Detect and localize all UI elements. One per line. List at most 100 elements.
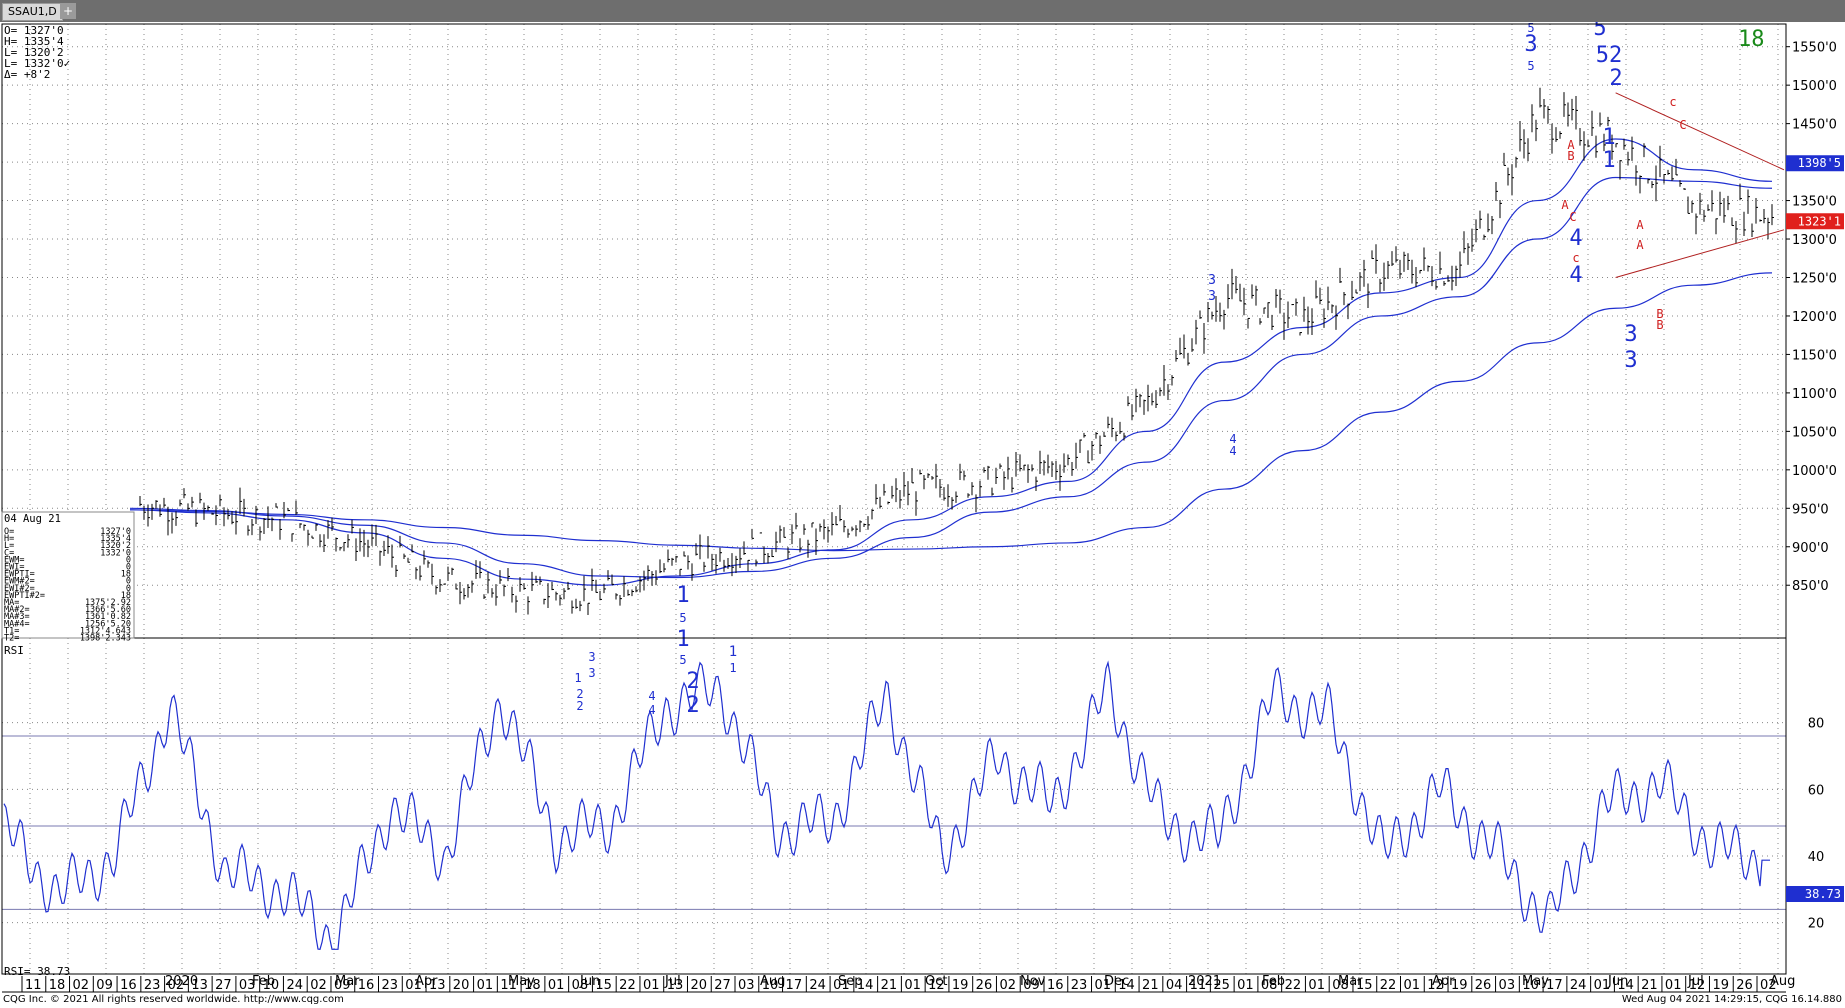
rsi-value-badge [1786, 886, 1844, 902]
moving-average-3 [129, 272, 1773, 552]
price-axis-label: 1050'0 [1792, 425, 1837, 440]
time-axis-day-label: 19 [1451, 978, 1468, 993]
price-badge-text: 1323'1 [1798, 214, 1841, 228]
time-axis-day-label: 20 [690, 978, 707, 993]
moving-average-1 [129, 138, 1773, 586]
time-axis-day-label: 09 [334, 978, 351, 993]
time-axis-month-label: Feb [1262, 974, 1285, 989]
time-axis-day-label: 08 [1332, 978, 1349, 993]
time-axis-day-label: 15 [1356, 978, 1373, 993]
wave-label: 1 [676, 627, 689, 652]
time-axis-day-label: 18 [49, 978, 66, 993]
time-axis-day-label: 01 [643, 978, 660, 993]
data-box-label: MA#3= [4, 612, 30, 622]
time-axis-month-label: 2020 [165, 974, 198, 989]
rsi-value-badge-text: 38.73 [1805, 887, 1841, 901]
time-axis-day-label: 03 [738, 978, 755, 993]
wave-label: 4 [648, 689, 655, 703]
data-box-label: MA#4= [4, 619, 30, 629]
time-axis-day-label: 23 [144, 978, 161, 993]
time-axis-day-label: 01 [405, 978, 422, 993]
time-axis-day-label: 03 [239, 978, 256, 993]
wave-label: 4 [1229, 432, 1236, 446]
data-box-label: EWM#2= [4, 577, 35, 587]
time-axis-month-label: Apr [415, 974, 438, 989]
time-axis-month-label: Jul [1687, 974, 1704, 989]
wave-label: 1 [729, 661, 736, 675]
time-axis-day-label: 08 [572, 978, 589, 993]
time-axis-day-label: 12 [928, 978, 945, 993]
wave-label: A [1636, 218, 1644, 232]
data-box-value: 1256'5.20 [85, 619, 131, 629]
time-axis-day-label: 16 [120, 978, 137, 993]
time-axis-day-label: 03 [1499, 978, 1516, 993]
price-badge-text: 1398'5 [1798, 156, 1841, 170]
quote-line: Δ= +8'2 [4, 68, 50, 81]
time-axis-day-label: 02 [999, 978, 1016, 993]
wave-label: B [1567, 149, 1574, 163]
time-axis-day-label: 27 [215, 978, 232, 993]
price-axis: 850'0 900'0 950'0 1000'0 1050'0 1100'0 1150'0 1… [1786, 41, 1837, 594]
price-axis-label: 850'0 [1792, 579, 1829, 594]
add-tab-button[interactable]: + [60, 3, 76, 19]
wave-label: 4 [1569, 226, 1582, 251]
data-box-value: 1398'2.343 [80, 634, 131, 644]
time-axis-day-label: 11 [25, 978, 42, 993]
price-axis-label: 1550'0 [1792, 41, 1837, 56]
time-axis-day-label: 08 [1261, 978, 1278, 993]
wave-label: 4 [648, 703, 655, 717]
price-badges: 1398'5 1323'1 [1786, 155, 1844, 230]
price-panel-frame [1, 23, 1787, 639]
time-axis-month-label: Apr [1432, 974, 1455, 989]
data-box-value: 18 [121, 570, 131, 580]
time-axis-month-label: Jun [579, 974, 600, 989]
time-axis-day-label: 16 [358, 978, 375, 993]
quote-line: H= 1335'4 [4, 35, 64, 48]
data-box-value: 0 [126, 577, 131, 587]
time-axis-day-label: 27 [714, 978, 731, 993]
time-axis-day-label: 04 [1166, 978, 1183, 993]
time-axis-day-label: 26 [1475, 978, 1492, 993]
time-axis-month-label: Oct [925, 974, 947, 989]
time-axis-day-label: 01 [1237, 978, 1254, 993]
data-box-value: 1366'5.60 [85, 605, 131, 615]
data-box-label: EWI#2= [4, 584, 35, 594]
chart-tab[interactable]: SSAU1,D [2, 3, 63, 21]
wave-label: 2 [1609, 66, 1622, 91]
time-axis-day-label: 02 [168, 978, 185, 993]
wave-label: 3 [1624, 322, 1637, 347]
trendline [1615, 229, 1785, 278]
data-box-label: T2= [4, 634, 19, 644]
time-axis-month-label: Dec [1104, 974, 1129, 989]
data-box-value: 0 [126, 584, 131, 594]
price-bars [139, 87, 1774, 615]
wave-label: 3 [1624, 348, 1637, 373]
time-axis-day-label: 10 [263, 978, 280, 993]
price-badge [1786, 155, 1844, 172]
time-axis: 2020 Feb Mar Apr May Jun Jul Aug Sep Oct Nov Dec 202… [2, 974, 1795, 993]
wave-label: 1 [676, 583, 689, 608]
time-axis-day-label: 22 [619, 978, 636, 993]
wave-label: C [1679, 118, 1686, 132]
wave-label: 3 [1208, 289, 1216, 304]
time-axis-day-label: 23 [1071, 978, 1088, 993]
time-axis-day-label: 14 [1118, 978, 1135, 993]
wave-label: 1 [1602, 125, 1615, 150]
time-axis-day-label: 01 [548, 978, 565, 993]
wave-counter: 18 [1738, 27, 1765, 52]
quote-panel: O= 1327'0H= 1335'4L= 1320'2L= 1332'0✓Δ= … [4, 24, 70, 81]
time-axis-day-label: 02 [310, 978, 327, 993]
time-axis-day-label: 25 [1213, 978, 1230, 993]
wave-label: A [1567, 138, 1575, 152]
time-axis-day-label: 01 [1308, 978, 1325, 993]
time-axis-month-label: Feb [252, 974, 275, 989]
data-box-value: 1327'0 [100, 527, 131, 537]
price-axis-label: 950'0 [1792, 502, 1829, 517]
time-axis-day-label: 22 [1380, 978, 1397, 993]
copyright-text: CQG Inc. © 2021 All rights reserved worl… [3, 994, 344, 1005]
rsi-line [3, 660, 1770, 950]
data-box-label: EWM= [4, 555, 24, 565]
wave-label: A [1636, 238, 1644, 252]
time-axis-day-label: 01 [1665, 978, 1682, 993]
